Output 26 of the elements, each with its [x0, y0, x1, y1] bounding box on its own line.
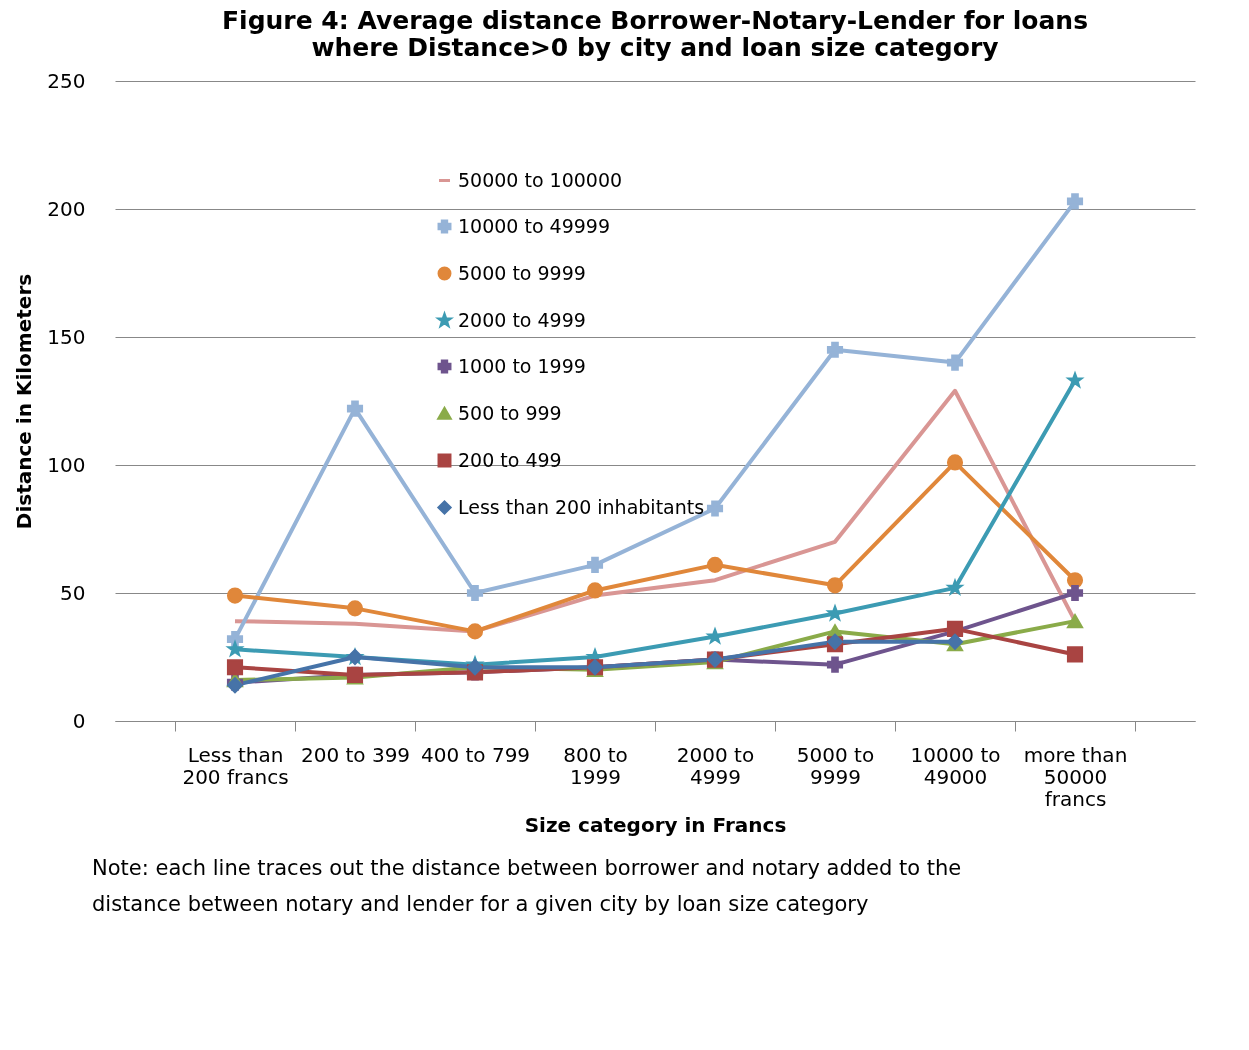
legend-label: 1000 to 1999 — [458, 354, 586, 377]
x-tick-label: 5000 to 9999 — [796, 742, 875, 789]
legend-label: 200 to 499 — [458, 448, 562, 471]
x-axis-title: Size category in Francs — [524, 812, 787, 837]
legend-label: Less than 200 inhabitants — [458, 495, 705, 518]
y-tick-label: 0 — [72, 708, 86, 733]
x-tick-label: Less than 200 francs — [182, 742, 289, 789]
text: Note: each line traces out the distance between borrower and notary added to the distance between notary and lender for a given city by loan size category — [92, 855, 963, 918]
y-tick-label: 200 — [47, 196, 86, 221]
y-tick-label: 250 — [47, 68, 86, 93]
y-tick-label: 100 — [47, 452, 86, 477]
y-tick-label: 50 — [60, 580, 86, 605]
legend-label: 2000 to 4999 — [458, 308, 586, 331]
x-tick-label: 800 to 1999 — [563, 742, 628, 789]
legend-label: 500 to 999 — [458, 401, 562, 424]
y-axis-title: Distance in Kilometers — [12, 273, 37, 530]
x-tick-label: more than 50000 francs — [1023, 742, 1128, 811]
x-tick-label: 10000 to 49000 — [910, 742, 1001, 789]
x-tick-label: 400 to 799 — [420, 742, 531, 767]
legend-label: 10000 to 49999 — [458, 214, 611, 237]
chart-title: Figure 4: Average distance Borrower-Notary-Lender for loans where Distance>0 by city and loan size category — [221, 6, 1089, 62]
legend-label: 50000 to 100000 — [458, 168, 623, 191]
legend-label: 5000 to 9999 — [458, 261, 586, 284]
y-tick-label: 150 — [47, 324, 86, 349]
x-tick-label: 200 to 399 — [300, 742, 411, 767]
x-tick-label: 2000 to 4999 — [676, 742, 755, 789]
